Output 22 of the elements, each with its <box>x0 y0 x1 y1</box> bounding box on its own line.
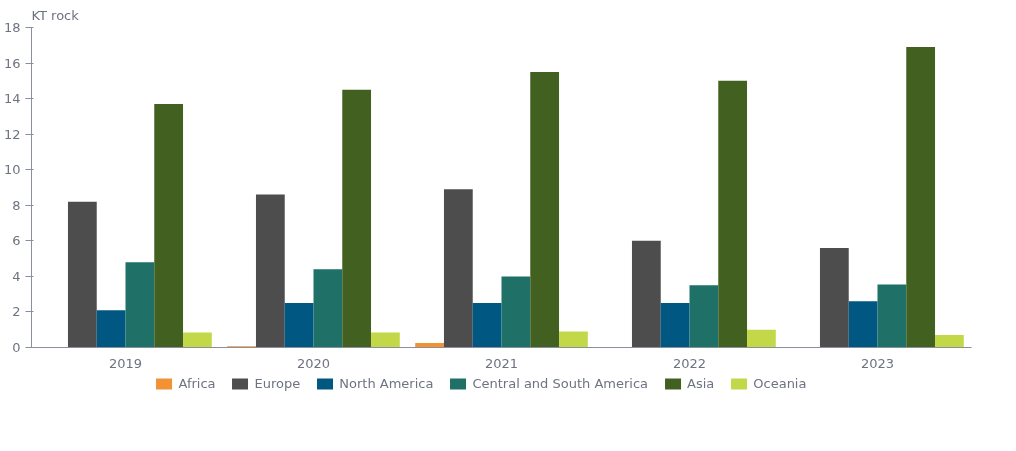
x-tick-label: 2019 <box>108 355 143 371</box>
x-tick-label: 2022 <box>672 355 707 371</box>
y-tick-label: 0 <box>12 340 21 355</box>
legend-label: North America <box>339 375 434 391</box>
y-tick-label: 14 <box>3 91 21 107</box>
legend-label: Central and South America <box>472 375 649 391</box>
y-tick-label: 8 <box>12 197 21 213</box>
legend-label: Africa <box>178 375 216 391</box>
y-tick-label: 18 <box>3 20 21 35</box>
legend-label: Asia <box>687 375 715 391</box>
legend-label: Europe <box>254 375 301 391</box>
x-tick-label: 2023 <box>860 355 895 371</box>
y-axis-title: KT rock <box>31 7 80 23</box>
y-tick-label: 16 <box>3 55 21 71</box>
y-tick-label: 10 <box>3 162 21 178</box>
y-tick-label: 6 <box>12 233 21 249</box>
legend-label: Oceania <box>753 375 807 391</box>
x-tick-label: 2021 <box>484 355 519 371</box>
y-tick-label: 12 <box>3 126 21 142</box>
x-tick-label: 2020 <box>296 355 331 371</box>
y-tick-label: 4 <box>12 268 21 284</box>
y-tick-label: 2 <box>12 304 21 320</box>
